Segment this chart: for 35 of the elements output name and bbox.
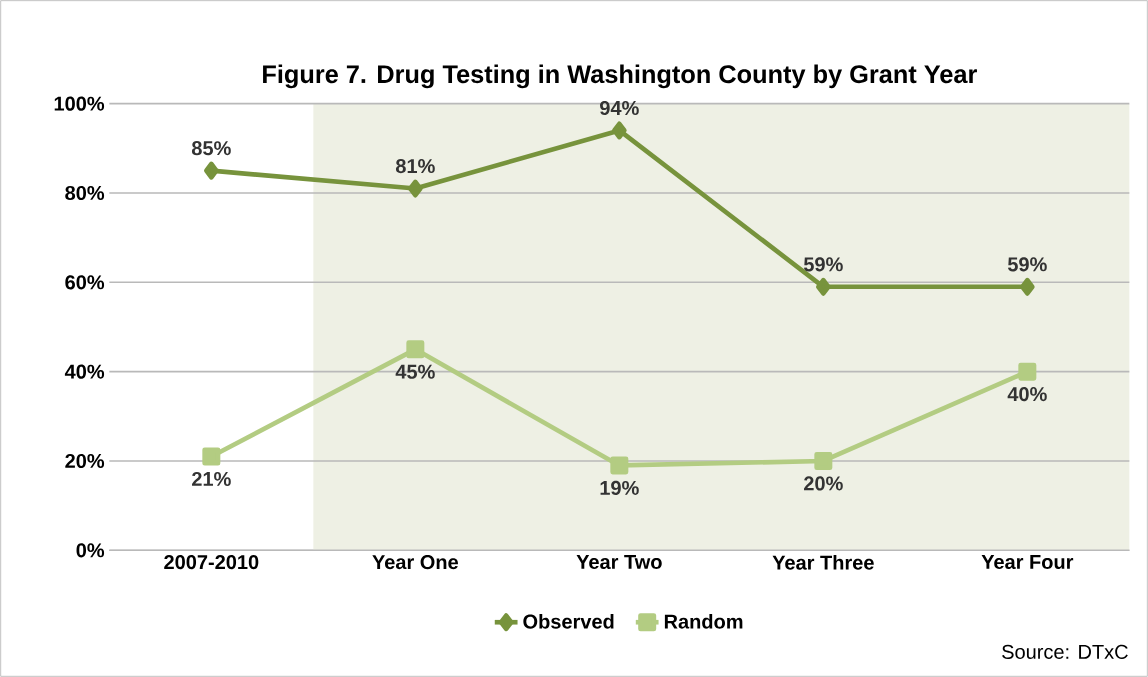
data-label: 21% <box>192 471 231 487</box>
data-label: 59% <box>1007 257 1047 272</box>
x-tick-label: Year Four <box>981 555 1074 569</box>
y-tick-label: 60% <box>65 275 105 290</box>
x-tick-label: Year Two <box>576 555 662 569</box>
point <box>1020 277 1035 296</box>
data-label: 45% <box>395 364 435 379</box>
y-tick-label: 20% <box>65 453 105 469</box>
data-label: 85% <box>191 141 231 156</box>
y-tick-label: 0% <box>76 543 105 558</box>
legend-label: Observed <box>523 613 614 629</box>
point <box>814 451 833 470</box>
point <box>612 121 627 140</box>
data-label: 94% <box>600 100 639 116</box>
x-tick-label: Year Three <box>772 555 874 570</box>
y-tick-label: 100% <box>54 96 105 111</box>
y-tick-label: 40% <box>64 364 105 379</box>
point <box>816 277 831 296</box>
source-note: Source: DTxC <box>1002 644 1128 659</box>
data-label: 59% <box>803 257 843 272</box>
data-label: 81% <box>395 158 435 174</box>
data-label: 40% <box>1007 387 1047 402</box>
point <box>610 456 629 475</box>
legend-label: Random <box>664 613 743 629</box>
point <box>1018 362 1037 381</box>
chart-title: Figure 7. Drug Testing in Washington County by Grant Year <box>263 64 977 89</box>
point <box>406 340 425 359</box>
point <box>204 161 219 180</box>
x-tick-label: Year One <box>372 555 458 570</box>
data-label: 19% <box>600 480 639 495</box>
x-tick-label: 2007-2010 <box>164 555 259 570</box>
point <box>408 179 423 198</box>
point <box>202 447 221 466</box>
data-label: 20% <box>804 476 843 491</box>
y-tick-label: 80% <box>65 185 105 201</box>
